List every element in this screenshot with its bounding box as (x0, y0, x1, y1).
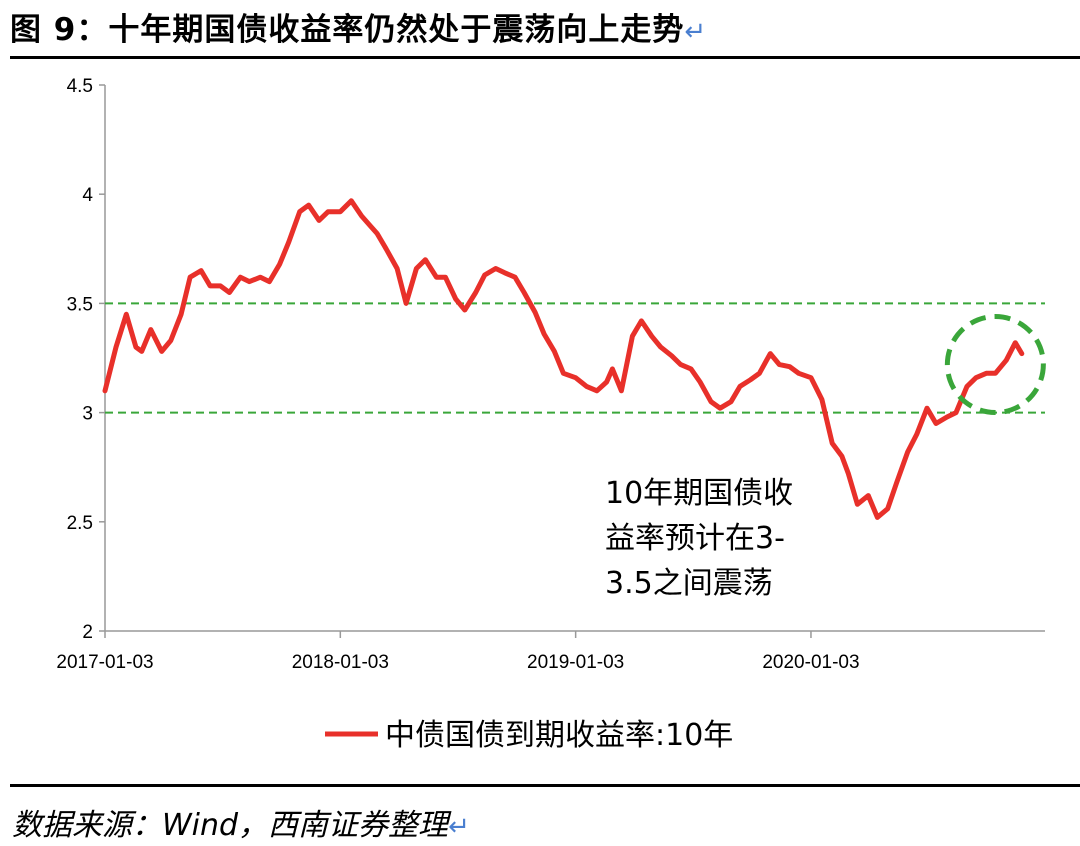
source-return-mark-icon: ↵ (448, 812, 470, 842)
legend: 中债国债到期收益率:10年 (325, 718, 733, 753)
bottom-rule (10, 784, 1080, 787)
top-rule (10, 56, 1080, 59)
series-layer (102, 198, 1025, 520)
figure-title: 图 9：十年期国债收益率仍然处于震荡向上走势↵ (10, 4, 707, 49)
reference-lines (105, 302, 1045, 414)
highlight-circle (944, 314, 1046, 416)
legend-label: 中债国债到期收益率:10年 (385, 718, 733, 753)
highlight-layer (944, 314, 1046, 416)
y-tick-label: 4 (82, 185, 93, 206)
annotation-line: 3.5之间震荡 (605, 566, 773, 601)
x-tick-label: 2019-01-03 (527, 652, 624, 673)
x-tick-label: 2018-01-03 (292, 652, 389, 673)
x-tick-label: 2017-01-03 (56, 652, 153, 673)
source-note: 数据来源：Wind，西南证券整理↵ (12, 800, 470, 844)
y-tick-label: 2.5 (67, 513, 93, 534)
series-line (102, 198, 1025, 520)
y-tick-label: 4.5 (67, 76, 93, 97)
y-tick-label: 2 (82, 622, 93, 643)
source-text: 数据来源：Wind，西南证券整理 (12, 808, 449, 843)
x-axis: 2017-01-03 2018-01-03 2019-01-03 2020-01-03 (56, 630, 1045, 673)
y-tick-label: 3 (82, 404, 93, 425)
y-tick-label: 3.5 (67, 294, 93, 315)
x-tick-label: 2020-01-03 (762, 652, 859, 673)
annotation-line: 益率预计在3- (605, 521, 785, 556)
figure-title-text: 图 9：十年期国债收益率仍然处于震荡向上走势 (10, 12, 685, 48)
annotation-line: 10年期国债收 (605, 476, 793, 511)
return-mark-icon: ↵ (684, 17, 708, 47)
y-axis: 4.5 4 3.5 3 2.5 2 (67, 76, 106, 643)
yield-chart: 4.5 4 3.5 3 2.5 2 2017-01-03 2018-01-03 2019-01… (56, 76, 1046, 753)
